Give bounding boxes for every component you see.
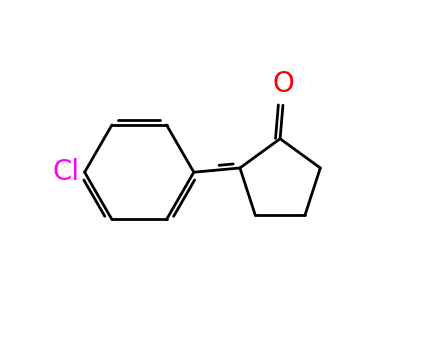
Text: O: O <box>272 70 294 98</box>
Text: Cl: Cl <box>52 158 79 186</box>
